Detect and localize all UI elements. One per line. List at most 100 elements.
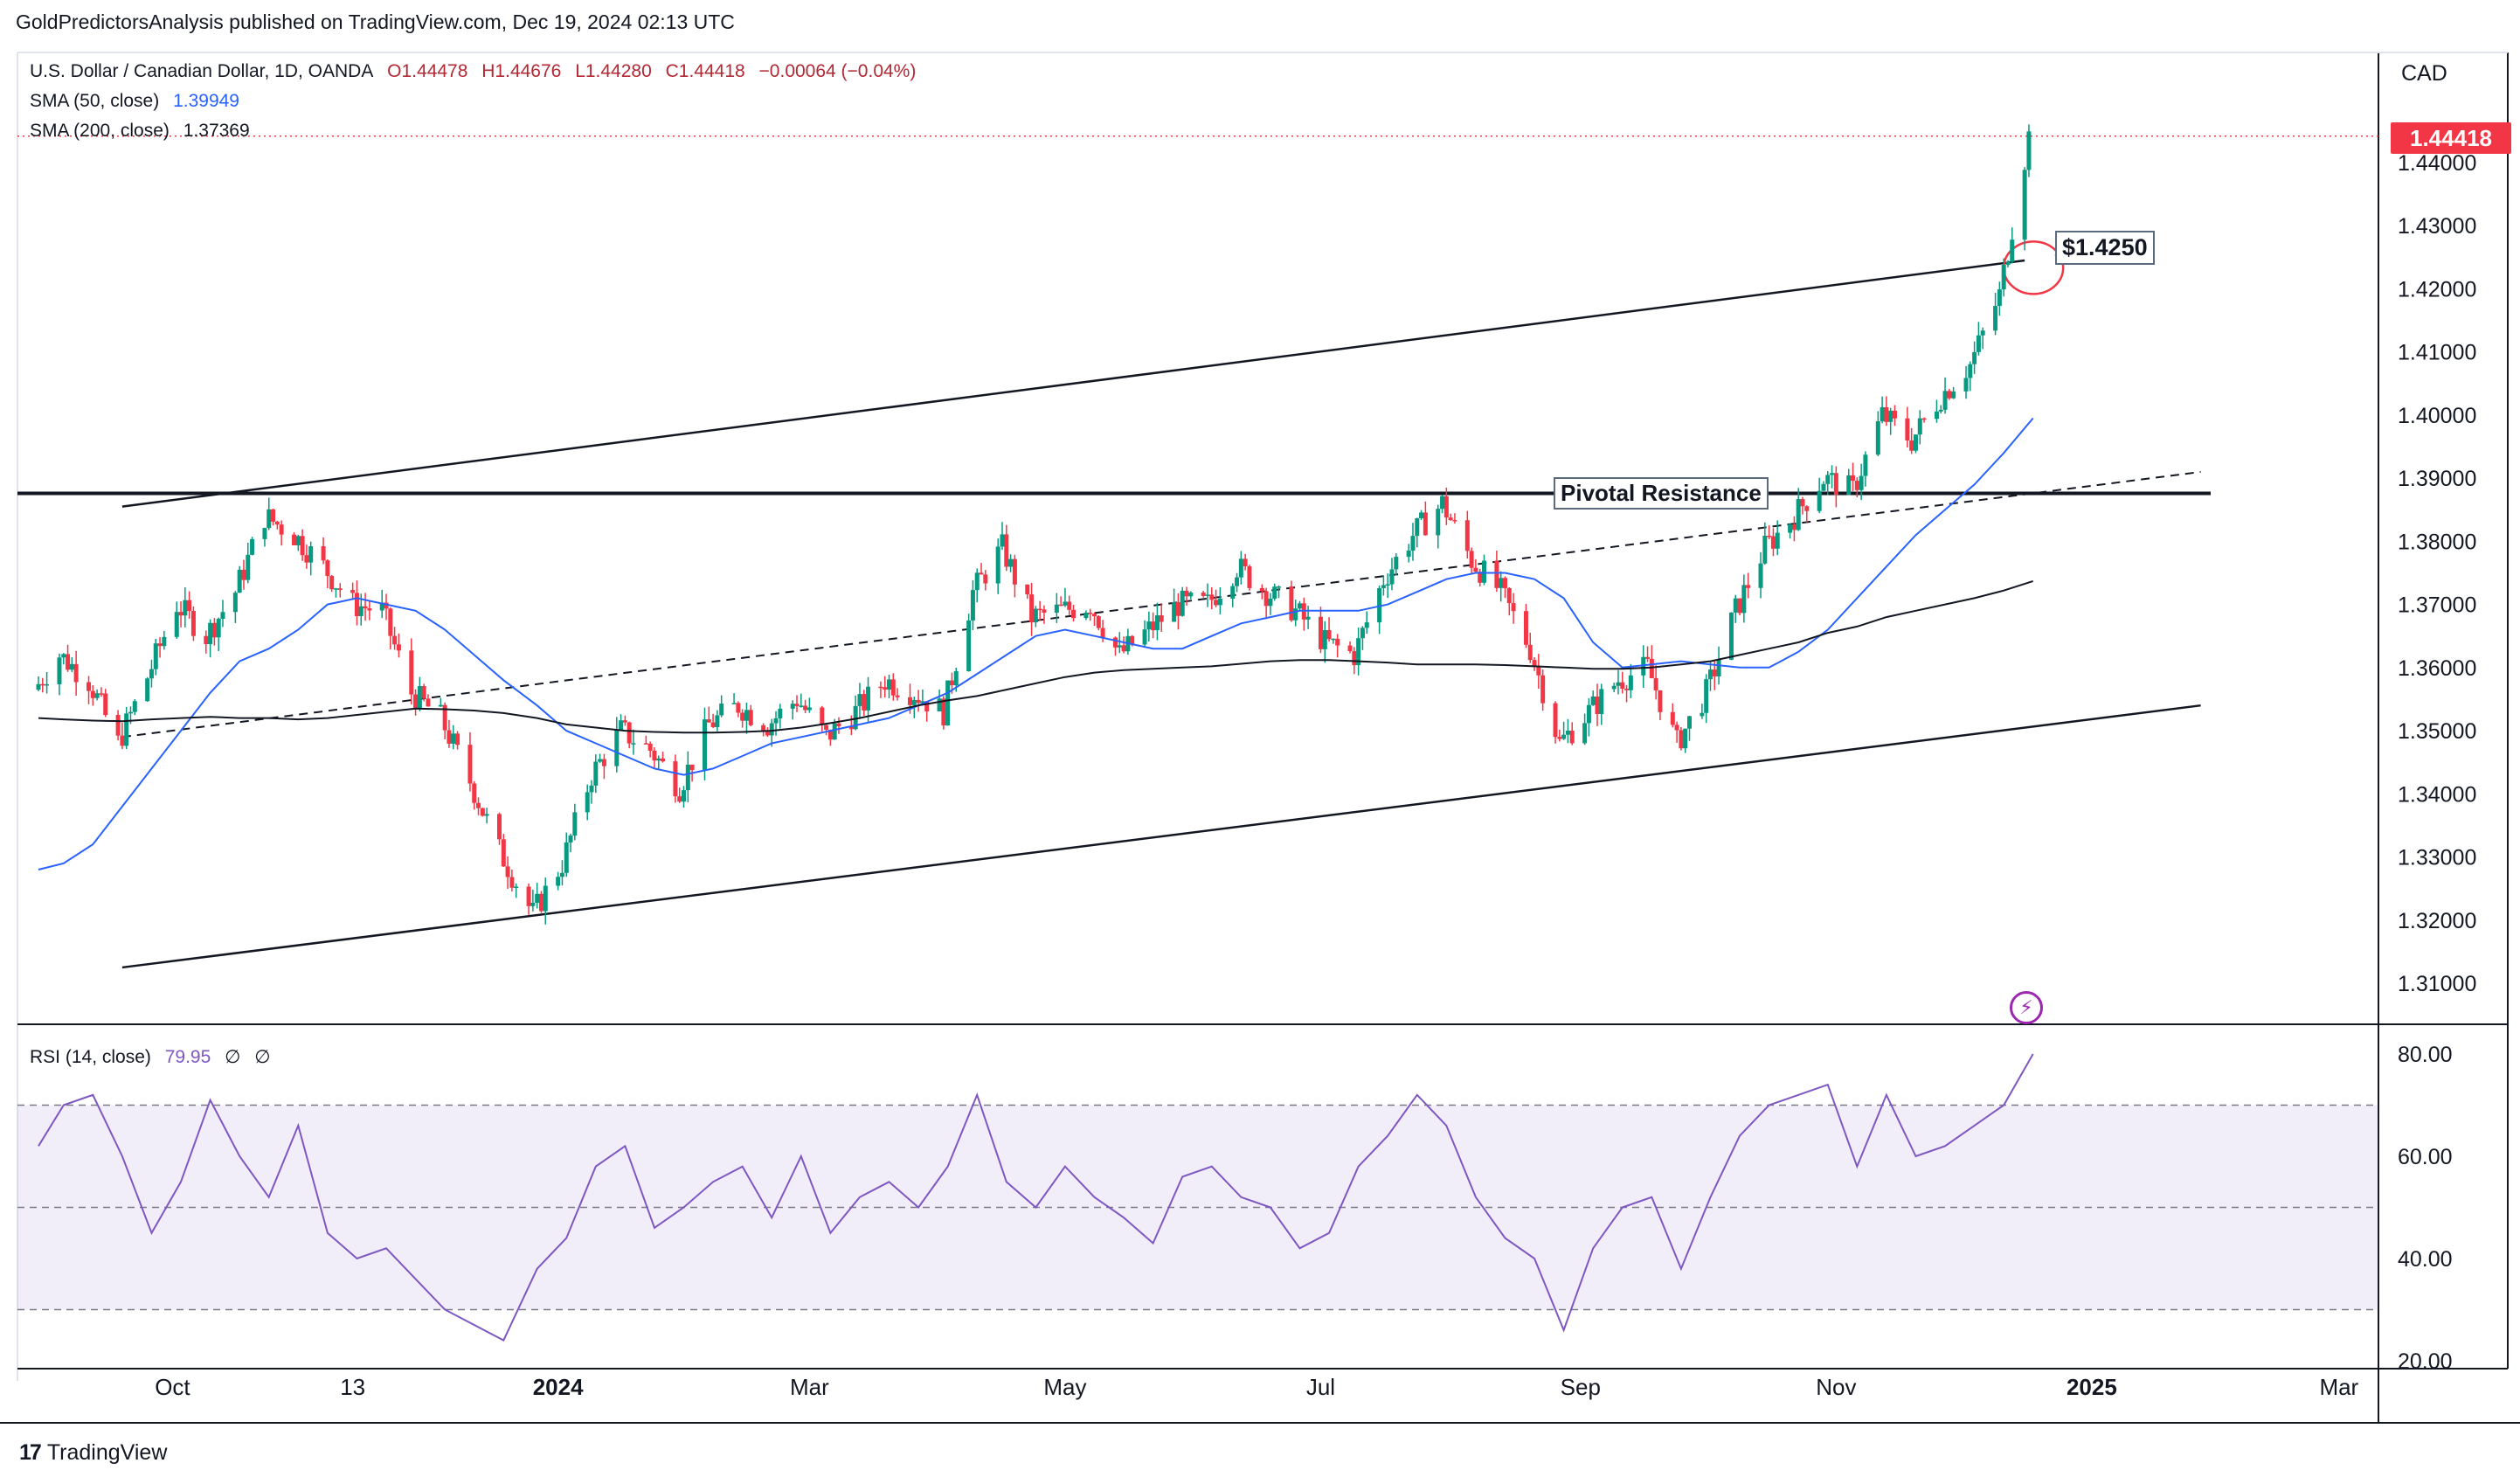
candle-body (145, 678, 150, 702)
candle-body (2005, 261, 2011, 266)
candle (241, 559, 246, 590)
candle-body (1997, 289, 2002, 307)
candle-body (744, 710, 749, 721)
candle-body (983, 574, 988, 584)
candle-body (799, 705, 804, 707)
tradingview-logo[interactable]: 17 TradingView (19, 1440, 167, 1466)
price-tick-label: 1.33000 (2398, 846, 2476, 870)
rsi-tick-label: 80.00 (2398, 1043, 2453, 1067)
candle (1628, 663, 1633, 698)
currency-label[interactable]: CAD (2401, 61, 2447, 86)
candle (183, 586, 188, 628)
candle (497, 812, 502, 845)
candle (1499, 571, 1504, 602)
candle-body (1217, 598, 1222, 606)
candle (706, 706, 711, 723)
time-tick-label: 2025 (2067, 1374, 2117, 1400)
candle (94, 689, 100, 701)
candle (66, 644, 71, 672)
candle-body (267, 509, 272, 529)
candle (1796, 488, 1801, 531)
candle (1410, 523, 1416, 561)
candle-body (1791, 524, 1797, 530)
candle (325, 558, 330, 589)
candle (1561, 721, 1567, 740)
candle-body (1092, 614, 1097, 617)
pivotal-resistance-annotation[interactable]: Pivotal Resistance (1554, 477, 1769, 510)
candle-body (966, 621, 972, 671)
candle-body (1112, 637, 1118, 648)
candle-body (120, 735, 125, 746)
candle (916, 690, 921, 712)
candle-body (1833, 473, 1838, 496)
candle (1381, 575, 1386, 596)
candle (1360, 626, 1365, 650)
candle-body (731, 703, 737, 704)
candle (598, 753, 603, 763)
candle-body (1616, 682, 1621, 686)
candle-body (740, 712, 745, 721)
candle (1532, 657, 1537, 671)
candle (2022, 167, 2027, 251)
candle-body (505, 866, 510, 877)
candle (1175, 593, 1180, 630)
candle (622, 715, 627, 726)
price-tick-label: 1.36000 (2398, 656, 2476, 681)
rsi-tick-label: 40.00 (2398, 1247, 2453, 1272)
candle (1335, 634, 1340, 658)
candle-body (325, 560, 330, 577)
candle (232, 591, 238, 623)
legend-sma200[interactable]: SMA (200, close) 1.37369 (30, 121, 259, 142)
candle (246, 542, 251, 584)
candle-body (1917, 418, 1922, 435)
candle (149, 659, 154, 688)
candle (426, 694, 431, 707)
candle-body (1318, 616, 1323, 649)
candle (1553, 701, 1558, 744)
candle-body (769, 723, 774, 736)
candle (643, 735, 648, 745)
candle-body (559, 872, 564, 877)
candle-body (1892, 410, 1897, 419)
candle-body (1058, 604, 1063, 607)
candle-body (514, 886, 519, 888)
candle (535, 883, 540, 909)
candle (2001, 258, 2006, 297)
current-price-badge: 1.44418 (2391, 122, 2511, 154)
candle (45, 671, 50, 694)
candle (145, 676, 150, 702)
candle-body (1297, 603, 1302, 609)
legend-rsi[interactable]: RSI (14, close) 79.95 ∅ ∅ (30, 1046, 280, 1068)
moving-averages (38, 417, 2034, 870)
candle-body (1804, 506, 1810, 511)
legend-sma50[interactable]: SMA (50, close) 1.39949 (30, 91, 248, 112)
candle-body (1825, 475, 1831, 484)
candle-body (1151, 621, 1156, 631)
candle (90, 684, 95, 706)
candle-body (689, 764, 695, 770)
trendline-upper-channel (121, 259, 2025, 508)
level-annotation[interactable]: $1.4250 (2055, 231, 2155, 265)
candle-body (643, 743, 648, 745)
candle (1511, 593, 1516, 624)
candle-body (1511, 603, 1516, 612)
candle (1042, 605, 1047, 624)
candle (1419, 510, 1424, 520)
candle-body (1201, 592, 1206, 596)
candle-body (1620, 682, 1625, 689)
candle-body (1033, 608, 1038, 623)
candle (337, 583, 343, 598)
candle-body (1188, 592, 1194, 597)
candle (1846, 468, 1852, 496)
flash-icon[interactable]: ⚡ (2010, 991, 2043, 1024)
candle (1825, 471, 1831, 496)
time-tick-label: Oct (155, 1374, 190, 1400)
candle-body (1728, 612, 1734, 660)
candle (271, 509, 276, 526)
candle-body (1360, 628, 1365, 639)
candle-body (1821, 483, 1826, 491)
candle (1494, 551, 1499, 593)
candle (1700, 704, 1705, 719)
candle (1582, 713, 1588, 745)
